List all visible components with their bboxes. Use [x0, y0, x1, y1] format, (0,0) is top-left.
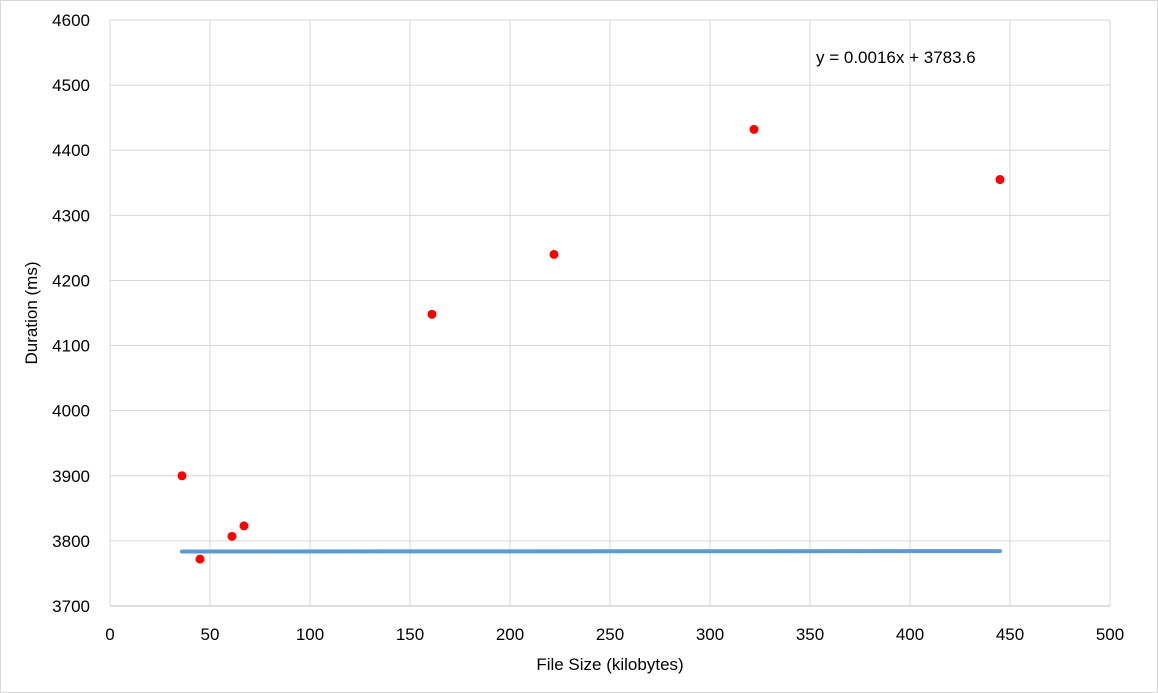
x-tick-label: 350	[796, 625, 824, 644]
x-tick-label: 50	[201, 625, 220, 644]
trendline-equation: y = 0.0016x + 3783.6	[816, 48, 976, 67]
x-axis-title: File Size (kilobytes)	[536, 655, 683, 674]
x-tick-label: 150	[396, 625, 424, 644]
y-tick-label: 4600	[52, 11, 90, 30]
y-tick-label: 4400	[52, 141, 90, 160]
y-tick-label: 4200	[52, 271, 90, 290]
x-tick-label: 500	[1096, 625, 1124, 644]
data-point	[239, 521, 249, 531]
data-point	[177, 471, 187, 481]
data-point	[195, 554, 205, 564]
y-axis-title: Duration (ms)	[22, 262, 41, 365]
data-point	[227, 531, 237, 541]
x-tick-label: 100	[296, 625, 324, 644]
x-tick-label: 0	[105, 625, 114, 644]
y-axis-ticks: 3700 3800 3900 4000 4100 4200 4300 4400 4500 4600	[52, 11, 90, 616]
x-tick-label: 300	[696, 625, 724, 644]
gridlines	[109, 19, 1111, 607]
data-point	[749, 124, 759, 134]
y-tick-label: 4500	[52, 76, 90, 95]
y-tick-label: 4100	[52, 337, 90, 356]
x-tick-label: 250	[596, 625, 624, 644]
y-tick-label: 3800	[52, 532, 90, 551]
y-tick-label: 4300	[52, 206, 90, 225]
y-tick-label: 3900	[52, 467, 90, 486]
x-tick-label: 450	[996, 625, 1024, 644]
y-tick-label: 4000	[52, 402, 90, 421]
x-tick-label: 200	[496, 625, 524, 644]
data-point	[549, 249, 559, 259]
data-point	[427, 309, 437, 319]
y-tick-label: 3700	[52, 597, 90, 616]
data-points	[177, 124, 1005, 564]
x-axis-ticks: 0 50 100 150 200 250 300 350 400 450 500	[105, 625, 1124, 644]
data-point	[995, 175, 1005, 185]
x-tick-label: 400	[896, 625, 924, 644]
